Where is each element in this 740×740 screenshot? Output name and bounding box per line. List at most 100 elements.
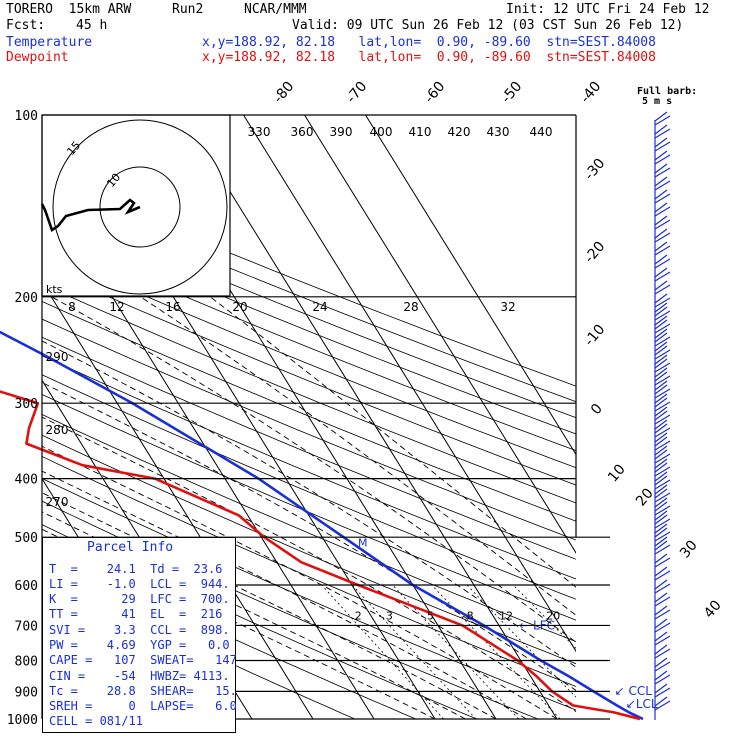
wind-barb xyxy=(654,458,668,469)
wind-barbs xyxy=(654,111,671,720)
dry-adiabat xyxy=(42,218,576,435)
isotherm-label: 20 xyxy=(633,485,657,509)
isotherm-line xyxy=(243,115,576,653)
speed-label: 28 xyxy=(403,300,418,314)
mixing-ratio-label: 5 xyxy=(427,609,434,622)
isotherm-label: -20 xyxy=(581,239,608,267)
wind-barb xyxy=(654,518,671,529)
wind-barb xyxy=(654,596,671,607)
wind-barb xyxy=(654,297,671,308)
wind-barb xyxy=(654,479,671,490)
dry-adiabat xyxy=(42,355,576,580)
wind-barb xyxy=(654,397,668,408)
center-label: NCAR/MMM xyxy=(244,2,307,17)
wind-barb xyxy=(654,206,671,217)
parcel-info-panel: Parcel Info T = 24.1 Td = 23.6 LI = -1.0… xyxy=(42,537,237,733)
isotherm-label: -30 xyxy=(581,156,608,184)
mixing-ratio-label: 8 xyxy=(467,609,474,622)
wind-barb xyxy=(654,375,671,386)
speed-label: 16 xyxy=(165,300,180,314)
dry-adiabat xyxy=(42,283,576,504)
model-title: TORERO 15km ARW xyxy=(6,2,132,17)
wind-barb xyxy=(654,484,668,495)
theta-label: 290 xyxy=(46,350,69,364)
wind-barb xyxy=(654,124,668,135)
isotherm-label: 0 xyxy=(588,401,606,418)
parcel-row: SREH = 0 LAPSE= 6.0 xyxy=(49,699,237,713)
wind-barb xyxy=(654,219,671,230)
wind-barb xyxy=(654,687,671,698)
wind-barb xyxy=(654,271,671,282)
wind-barb xyxy=(654,306,668,317)
isotherm-label: 40 xyxy=(701,597,725,621)
dewpoint-legend: Dewpoint xyxy=(6,50,69,65)
wind-barb xyxy=(654,414,671,425)
wind-barb xyxy=(654,267,668,278)
pressure-label: 1000 xyxy=(7,713,38,728)
wind-barb xyxy=(654,436,668,447)
isotherm-label: -10 xyxy=(581,322,608,350)
wind-barb xyxy=(654,605,668,616)
parcel-row: LI = -1.0 LCL = 944. xyxy=(49,577,230,591)
wind-barb xyxy=(654,345,668,356)
parcel-row: CELL = 081/11 xyxy=(49,714,143,728)
wind-barb xyxy=(654,488,668,499)
wind-barb xyxy=(654,354,668,365)
wind-barb xyxy=(654,245,671,256)
dry-adiabat xyxy=(42,173,576,387)
dewpoint-profile xyxy=(0,390,641,721)
speed-label: 8 xyxy=(68,300,76,314)
isotherm-line xyxy=(0,115,8,719)
isotherm-label: -70 xyxy=(343,79,370,107)
wind-barb xyxy=(654,193,671,204)
dry-adiabat xyxy=(42,267,576,486)
theta-label: 390 xyxy=(330,125,353,139)
wind-barb xyxy=(654,497,668,508)
wind-barb xyxy=(654,215,668,226)
wind-barb xyxy=(654,683,668,694)
isotherm-line xyxy=(182,115,558,719)
wind-barb xyxy=(654,557,671,568)
wind-barb xyxy=(654,315,668,326)
wind-barb xyxy=(654,111,668,122)
wind-barb xyxy=(654,462,668,473)
wind-barb xyxy=(654,388,671,399)
wind-barb xyxy=(654,492,671,503)
wind-barb xyxy=(654,358,668,369)
isotherm-label: 10 xyxy=(605,461,629,485)
wind-barb xyxy=(654,202,668,213)
wind-barb xyxy=(654,406,668,417)
pressure-label: 200 xyxy=(15,291,38,306)
wind-barb xyxy=(654,531,671,542)
temperature-profile xyxy=(0,330,644,721)
parcel-row: TT = 41 EL = 216 xyxy=(49,607,223,621)
pressure-label: 400 xyxy=(15,473,38,488)
wind-barb xyxy=(654,258,671,269)
speed-label: 12 xyxy=(109,300,124,314)
theta-label: 410 xyxy=(409,125,432,139)
dry-adiabat xyxy=(42,456,576,687)
annotation-m: M xyxy=(358,536,368,549)
fcst-value: 45 h xyxy=(76,18,108,33)
wind-barb xyxy=(654,362,671,373)
wind-barb xyxy=(654,349,671,360)
wind-barb xyxy=(654,167,671,178)
wind-barb xyxy=(654,527,668,538)
wind-barb xyxy=(654,609,671,620)
wind-barb xyxy=(654,189,668,200)
parcel-row: T = 24.1 Td = 23.6 xyxy=(49,562,223,576)
wind-barb xyxy=(654,670,668,681)
wind-barb xyxy=(654,475,668,486)
pressure-label: 800 xyxy=(15,654,38,669)
wind-barb xyxy=(654,471,668,482)
hodograph-frame xyxy=(41,114,231,297)
wind-barb xyxy=(654,674,671,685)
wind-barb xyxy=(654,380,668,391)
wind-barb xyxy=(654,154,671,165)
annotation-lcl: ↙LCL xyxy=(626,697,658,711)
wind-barb xyxy=(654,180,671,191)
wind-barb xyxy=(654,544,671,555)
barb-legend-title: Full barb: xyxy=(637,86,698,97)
wind-barb xyxy=(654,280,668,291)
wind-barb xyxy=(654,302,668,313)
